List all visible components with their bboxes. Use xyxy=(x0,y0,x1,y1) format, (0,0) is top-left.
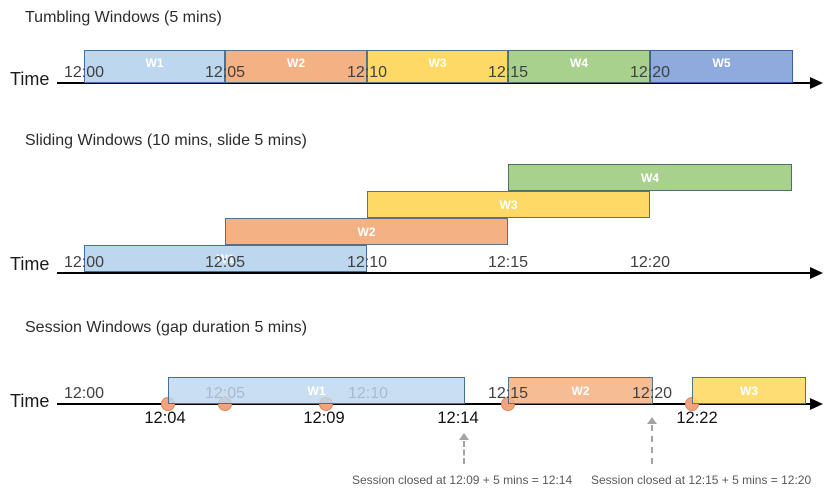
sliding-time-axis-label: Time xyxy=(10,254,50,274)
tumbling-tick-12-15: 12:15 xyxy=(487,64,529,81)
sliding-tick-12-05: 12:05 xyxy=(204,254,246,271)
tumbling-tick-12-00: 12:00 xyxy=(63,64,105,81)
tumbling-window-w5: W5 xyxy=(650,50,793,83)
tumbling-tick-12-20: 12:20 xyxy=(629,64,671,81)
sliding-axis-arrowhead-icon xyxy=(810,267,823,279)
tumbling-window-w3: W3 xyxy=(367,50,508,83)
tumbling-window-w1: W1 xyxy=(84,50,225,83)
session-close-note-2: Session closed at 12:15 + 5 mins = 12:20 xyxy=(591,473,812,487)
window-label: W1 xyxy=(145,56,164,70)
sliding-section-title: Sliding Windows (10 mins, slide 5 mins) xyxy=(25,132,307,149)
session-tick-12-15: 12:15 xyxy=(487,385,529,402)
window-label: W4 xyxy=(570,56,588,70)
sliding-time-axis-line xyxy=(57,272,810,274)
tumbling-axis-arrowhead-icon xyxy=(810,77,823,89)
arrowhead-up-icon xyxy=(647,417,657,424)
session-tick-12-00: 12:00 xyxy=(63,385,105,402)
sliding-window-w2: W2 xyxy=(225,218,508,245)
session-window-w1: W1 xyxy=(168,377,465,404)
session-axis-arrowhead-icon xyxy=(810,398,823,410)
window-label: W5 xyxy=(712,56,731,70)
session-time-axis-label: Time xyxy=(10,391,50,411)
arrowhead-up-icon xyxy=(459,433,469,440)
session-window-w3: W3 xyxy=(692,377,806,404)
tumbling-section-title: Tumbling Windows (5 mins) xyxy=(25,9,222,26)
window-label: W1 xyxy=(216,251,235,266)
window-label: W3 xyxy=(428,56,447,70)
tumbling-window-w2: W2 xyxy=(225,50,367,83)
sliding-tick-12-15: 12:15 xyxy=(487,254,529,271)
window-label: W4 xyxy=(641,170,659,185)
session-window-w2: W2 xyxy=(508,377,653,404)
tumbling-tick-12-05: 12:05 xyxy=(204,64,246,81)
event-time-label-12-14: 12:14 xyxy=(437,409,479,427)
window-label: W1 xyxy=(307,383,326,398)
dashed-line xyxy=(463,441,465,464)
tumbling-tick-12-10: 12:10 xyxy=(346,64,388,81)
sliding-window-w3: W3 xyxy=(367,191,650,218)
sliding-tick-12-10: 12:10 xyxy=(346,254,388,271)
tumbling-time-axis-line xyxy=(57,82,810,84)
dashed-line xyxy=(651,425,653,464)
session-tick-12-20: 12:20 xyxy=(631,385,673,402)
session-section-title: Session Windows (gap duration 5 mins) xyxy=(25,319,307,336)
window-label: W3 xyxy=(740,383,758,398)
window-label: W2 xyxy=(287,56,305,70)
window-label: W2 xyxy=(571,383,590,398)
session-close-note-1: Session closed at 12:09 + 5 mins = 12:14 xyxy=(352,473,573,487)
window-label: W3 xyxy=(499,197,518,212)
event-time-label-12-09: 12:09 xyxy=(303,409,345,427)
session-time-axis-line xyxy=(57,403,810,405)
window-label: W2 xyxy=(357,224,376,239)
tumbling-time-axis-label: Time xyxy=(10,69,50,89)
sliding-tick-12-20: 12:20 xyxy=(629,254,671,271)
tumbling-window-w4: W4 xyxy=(508,50,650,83)
event-time-label-12-22: 12:22 xyxy=(676,409,718,427)
sliding-tick-12-00: 12:00 xyxy=(63,254,105,271)
sliding-window-w1: W1 xyxy=(84,245,367,272)
sliding-window-w4: W4 xyxy=(508,164,792,191)
event-time-label-12-04: 12:04 xyxy=(144,409,186,427)
